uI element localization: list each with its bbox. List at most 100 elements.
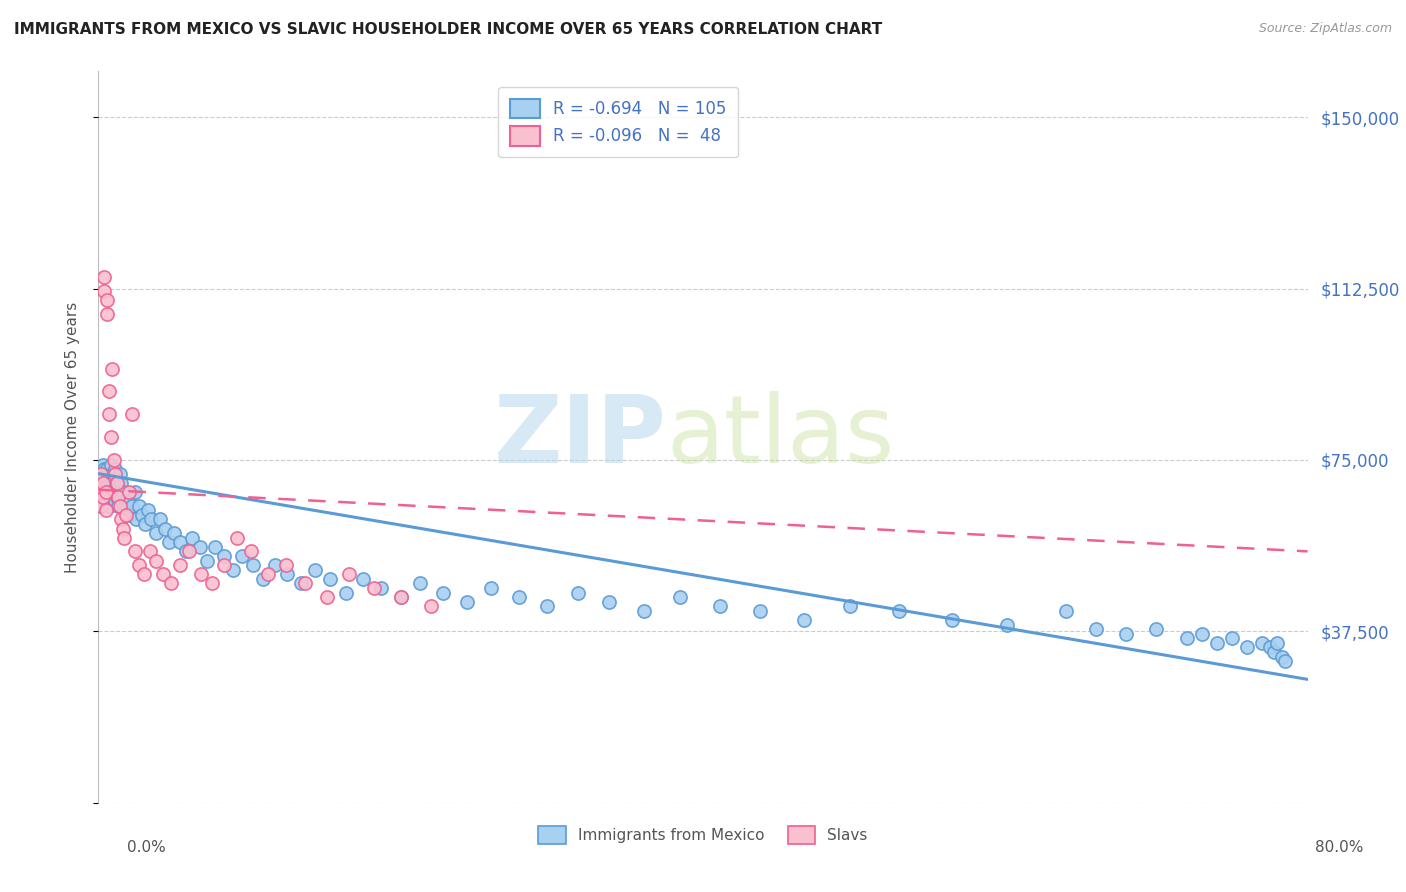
Point: [94, 484, 117, 499]
Point: [114, 508, 136, 522]
Point: [1115, 626, 1137, 640]
Point: [1144, 622, 1167, 636]
Point: [276, 567, 298, 582]
Point: [104, 494, 127, 508]
Point: [91, 484, 114, 499]
Point: [136, 503, 159, 517]
Text: ZIP: ZIP: [494, 391, 666, 483]
Point: [98, 471, 121, 485]
Point: [101, 480, 124, 494]
Point: [107, 490, 129, 504]
Point: [318, 572, 340, 586]
Point: [709, 599, 731, 614]
Point: [93, 471, 115, 485]
Point: [108, 467, 131, 481]
Point: [370, 581, 392, 595]
Point: [141, 512, 163, 526]
Point: [145, 526, 167, 541]
Point: [274, 558, 297, 573]
Point: [335, 585, 357, 599]
Point: [598, 594, 620, 608]
Point: [1267, 636, 1289, 650]
Point: [179, 544, 201, 558]
Point: [110, 490, 132, 504]
Point: [153, 521, 176, 535]
Point: [204, 540, 226, 554]
Point: [111, 484, 134, 499]
Point: [669, 590, 692, 604]
Point: [152, 567, 174, 582]
Point: [90, 499, 112, 513]
Point: [93, 462, 115, 476]
Point: [98, 407, 121, 421]
Point: [1251, 636, 1274, 650]
Point: [132, 567, 155, 582]
Point: [304, 563, 326, 577]
Point: [1258, 640, 1281, 655]
Point: [103, 453, 125, 467]
Point: [432, 585, 454, 599]
Point: [1191, 626, 1213, 640]
Point: [114, 503, 136, 517]
Point: [169, 535, 191, 549]
Point: [1085, 622, 1108, 636]
Point: [91, 458, 114, 472]
Point: [1206, 636, 1229, 650]
Point: [160, 576, 183, 591]
Point: [149, 512, 172, 526]
Point: [128, 558, 150, 573]
Point: [420, 599, 443, 614]
Point: [101, 361, 124, 376]
Text: Source: ZipAtlas.com: Source: ZipAtlas.com: [1258, 22, 1392, 36]
Point: [89, 484, 111, 499]
Point: [256, 567, 278, 582]
Point: [315, 590, 337, 604]
Point: [112, 531, 135, 545]
Point: [222, 563, 245, 577]
Point: [121, 499, 143, 513]
Point: [195, 553, 218, 567]
Point: [212, 558, 235, 573]
Point: [889, 604, 911, 618]
Point: [105, 475, 128, 490]
Point: [389, 590, 412, 604]
Point: [100, 475, 122, 490]
Text: IMMIGRANTS FROM MEXICO VS SLAVIC HOUSEHOLDER INCOME OVER 65 YEARS CORRELATION CH: IMMIGRANTS FROM MEXICO VS SLAVIC HOUSEHO…: [14, 22, 883, 37]
Point: [101, 467, 124, 481]
Text: 0.0%: 0.0%: [127, 840, 166, 855]
Point: [103, 471, 125, 485]
Point: [94, 494, 117, 508]
Point: [181, 531, 204, 545]
Point: [94, 503, 117, 517]
Point: [104, 467, 127, 481]
Legend: Immigrants from Mexico, Slavs: Immigrants from Mexico, Slavs: [533, 820, 873, 850]
Point: [98, 484, 121, 499]
Point: [995, 617, 1018, 632]
Point: [118, 494, 141, 508]
Point: [104, 462, 127, 476]
Point: [1220, 632, 1243, 646]
Point: [96, 480, 118, 494]
Point: [159, 535, 181, 549]
Point: [124, 484, 146, 499]
Point: [139, 544, 162, 558]
Point: [567, 585, 589, 599]
Point: [96, 490, 118, 504]
Point: [389, 590, 412, 604]
Point: [749, 604, 772, 618]
Point: [190, 567, 212, 582]
Point: [363, 581, 385, 595]
Point: [93, 490, 115, 504]
Point: [169, 558, 191, 573]
Point: [252, 572, 274, 586]
Point: [112, 499, 135, 513]
Point: [290, 576, 312, 591]
Point: [201, 576, 224, 591]
Point: [108, 499, 131, 513]
Point: [240, 544, 263, 558]
Point: [91, 490, 114, 504]
Point: [89, 484, 111, 499]
Point: [98, 499, 121, 513]
Point: [128, 499, 150, 513]
Point: [124, 544, 146, 558]
